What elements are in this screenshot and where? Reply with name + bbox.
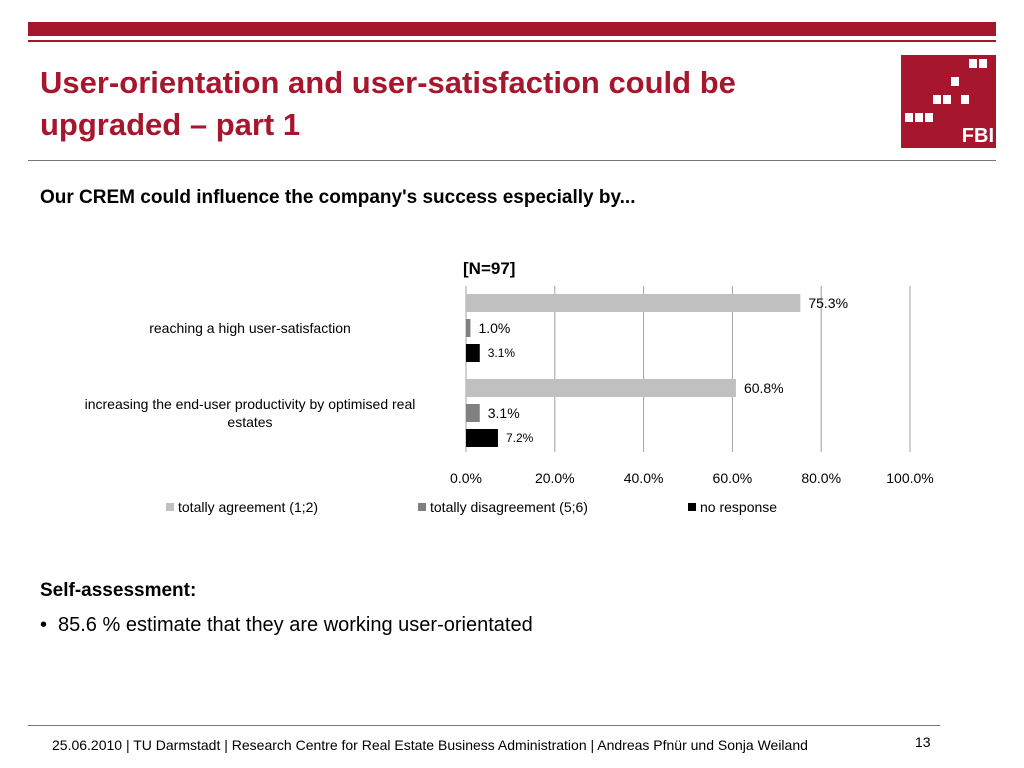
logo-square xyxy=(951,77,959,86)
logo-square xyxy=(905,113,913,122)
category-label: increasing the end-user productivity by … xyxy=(85,396,416,412)
footer-text: 25.06.2010 | TU Darmstadt | Research Cen… xyxy=(52,737,808,753)
slide-subtitle: Our CREM could influence the company's s… xyxy=(40,187,636,208)
title-divider xyxy=(28,160,996,161)
chart-title: [N=97] xyxy=(463,259,516,278)
legend-swatch xyxy=(418,503,426,511)
bar xyxy=(466,429,498,447)
data-label: 7.2% xyxy=(506,431,534,445)
data-label: 75.3% xyxy=(808,295,848,311)
logo-square xyxy=(915,113,923,122)
bar xyxy=(466,344,480,362)
logo-square xyxy=(969,59,977,68)
header-accent-line xyxy=(28,40,996,42)
legend-swatch xyxy=(166,503,174,511)
legend-label: totally agreement (1;2) xyxy=(178,499,318,515)
bar xyxy=(466,294,801,312)
x-tick-label: 80.0% xyxy=(801,470,841,486)
section-heading: Self-assessment: xyxy=(40,580,197,601)
x-tick-label: 20.0% xyxy=(535,470,575,486)
slide-title: User-orientation and user-satisfaction c… xyxy=(40,65,736,142)
fbi-logo: FBI xyxy=(901,55,996,148)
bullet-marker: • xyxy=(40,614,48,636)
x-tick-label: 0.0% xyxy=(450,470,482,486)
x-tick-label: 40.0% xyxy=(624,470,664,486)
data-label: 1.0% xyxy=(478,320,510,336)
category-label: estates xyxy=(227,414,272,430)
data-label: 60.8% xyxy=(744,380,784,396)
x-tick-label: 100.0% xyxy=(886,470,933,486)
data-label: 3.1% xyxy=(488,346,516,360)
bar xyxy=(466,404,480,422)
bar xyxy=(466,319,471,337)
header-accent-bar xyxy=(28,22,996,36)
data-label: 3.1% xyxy=(488,405,520,421)
logo-text: FBI xyxy=(961,125,994,147)
logo-square xyxy=(943,95,951,104)
category-label: reaching a high user-satisfaction xyxy=(149,320,351,336)
logo-square xyxy=(933,95,941,104)
footer-divider xyxy=(28,725,940,726)
logo-square xyxy=(979,59,987,68)
legend-swatch xyxy=(688,503,696,511)
legend-label: totally disagreement (5;6) xyxy=(430,499,588,515)
logo-square xyxy=(925,113,933,122)
bullet-text: 85.6 % estimate that they are working us… xyxy=(58,614,533,636)
bar xyxy=(466,379,736,397)
bar-chart: 0.0% 20.0% 40.0% 60.0% 80.0% 100.0% reaching a… xyxy=(85,286,934,515)
logo-square xyxy=(961,95,969,104)
x-tick-label: 60.0% xyxy=(713,470,753,486)
legend-label: no response xyxy=(700,499,777,515)
page-number: 13 xyxy=(915,734,931,750)
bullet-item: • 85.6 % estimate that they are working u… xyxy=(40,614,533,637)
